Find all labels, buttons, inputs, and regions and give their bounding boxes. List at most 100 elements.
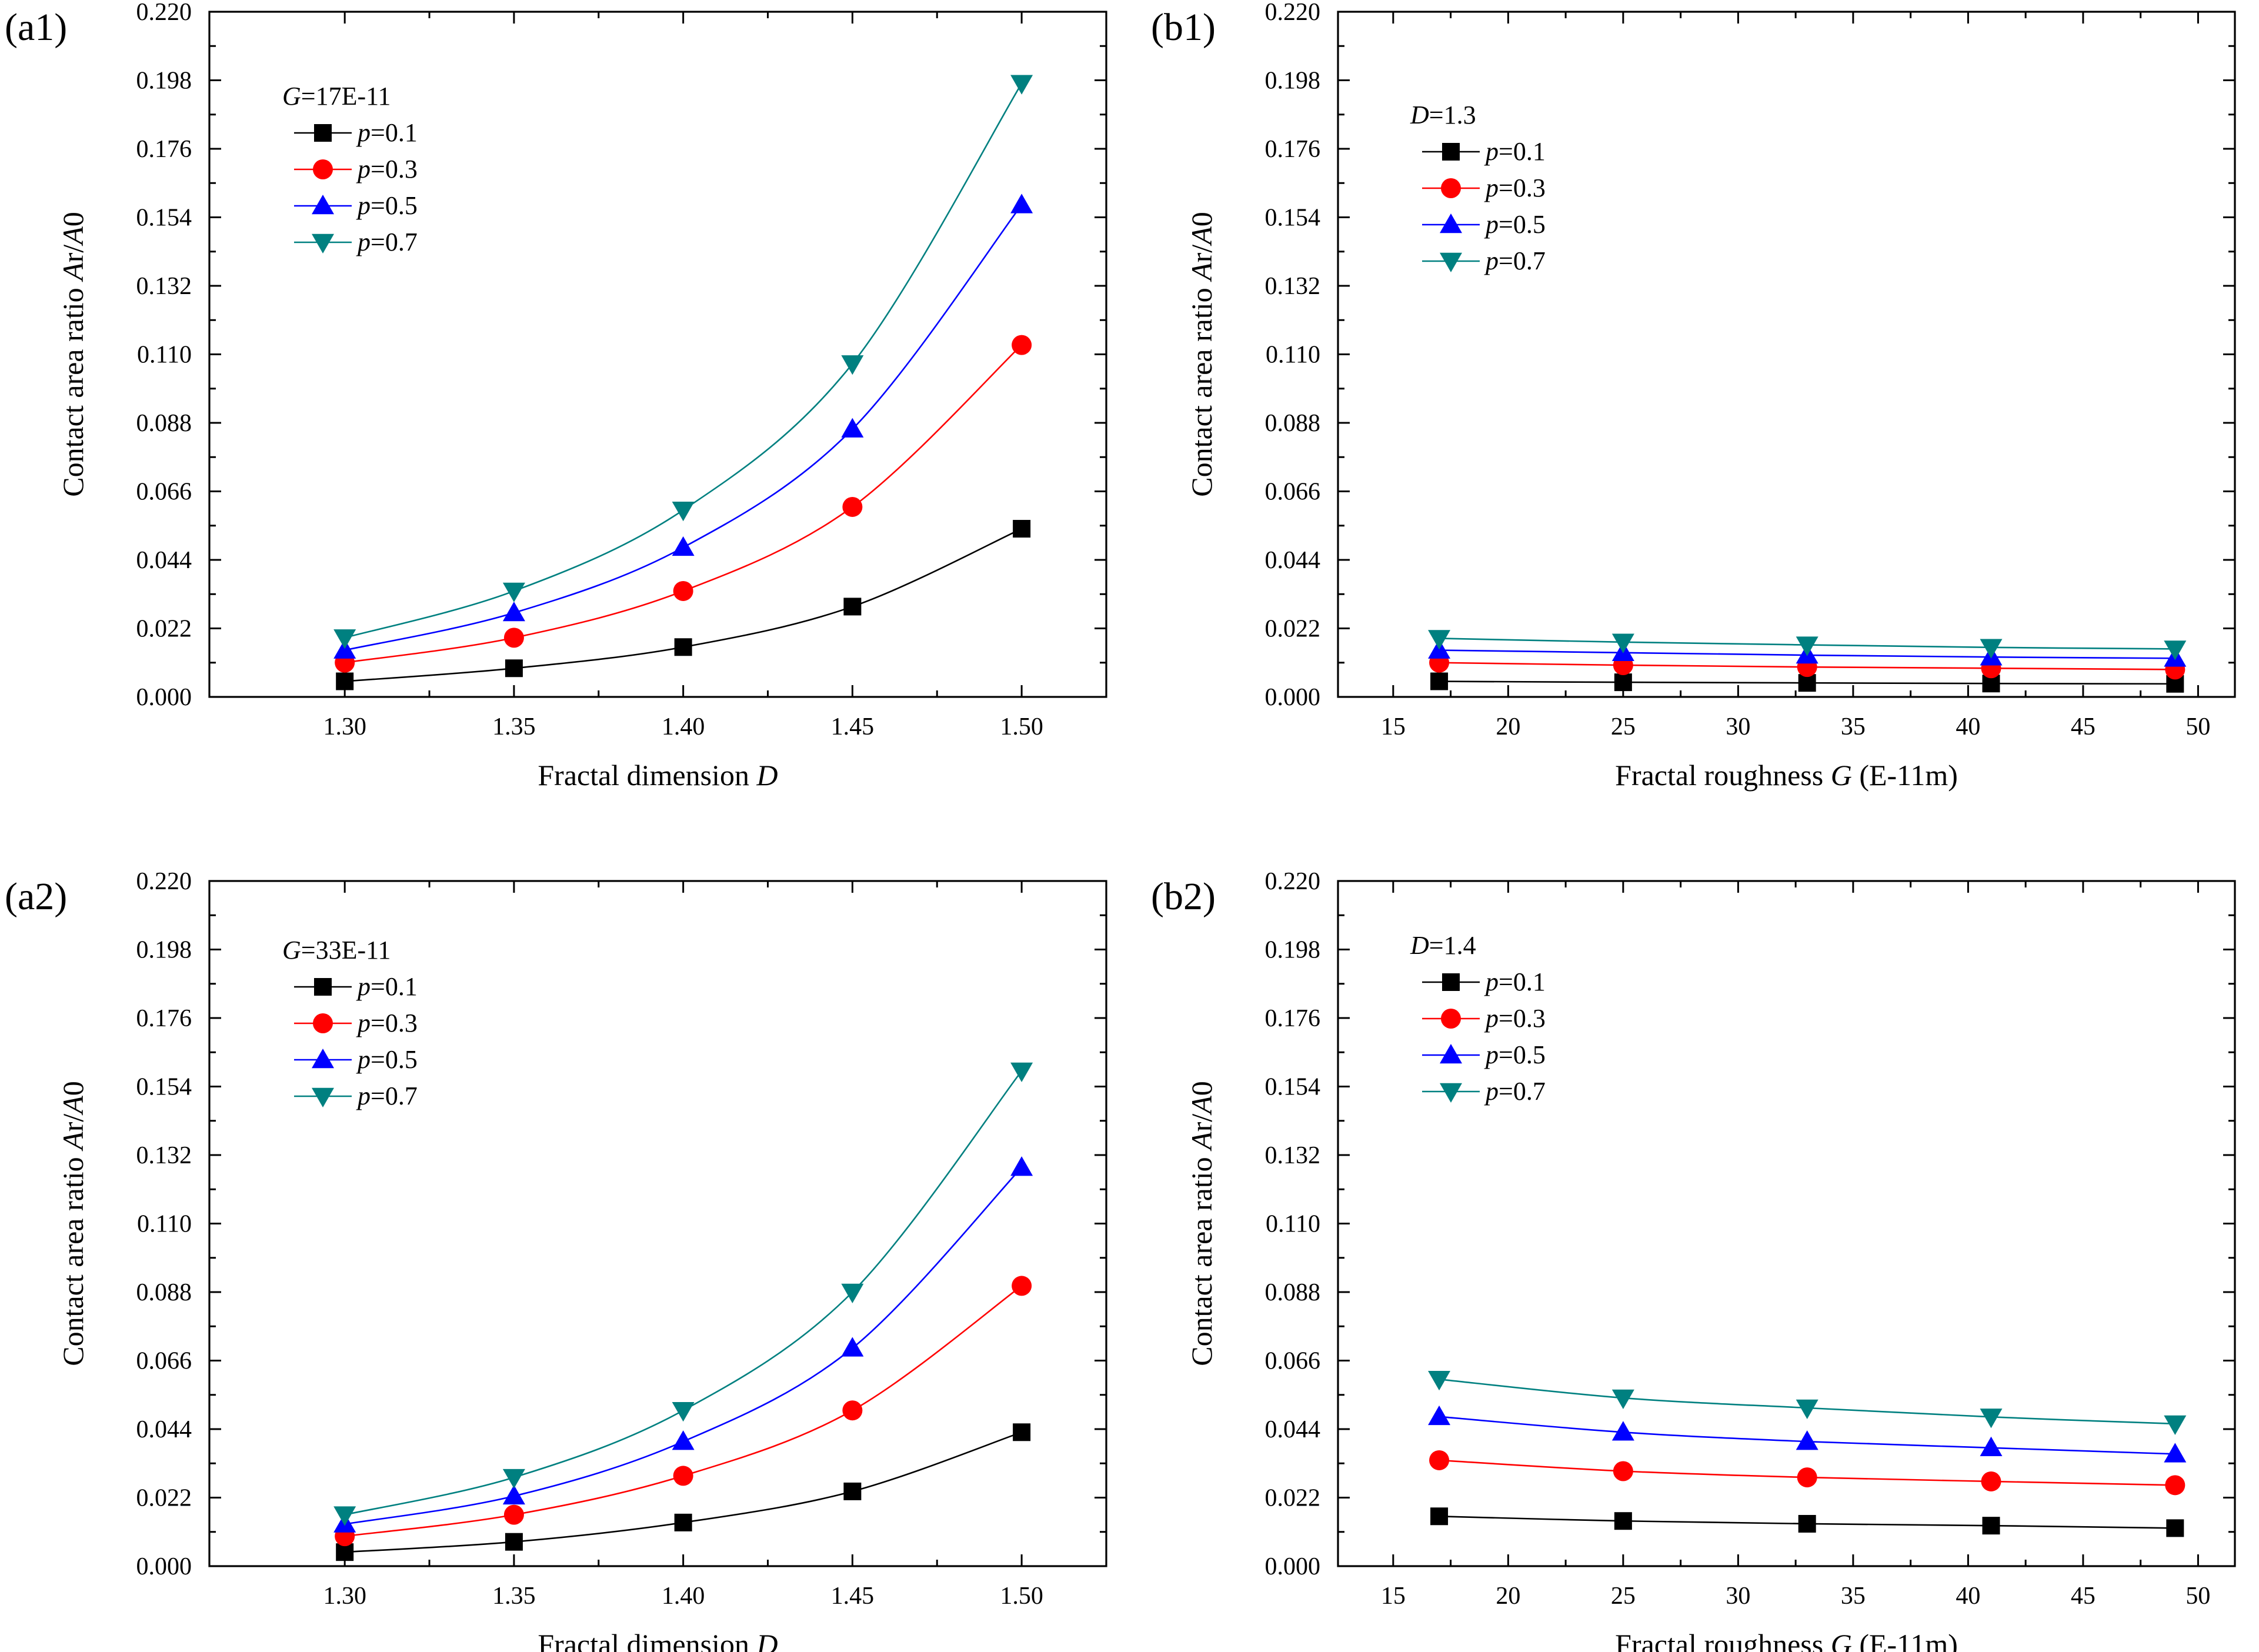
legend-item: p=0.5	[294, 191, 418, 220]
y-tick-label: 0.022	[1265, 1485, 1321, 1512]
legend-label-var: p	[1484, 246, 1499, 275]
data-point	[1428, 1405, 1451, 1426]
x-tick-label: 1.30	[323, 713, 366, 740]
data-point	[336, 1543, 354, 1561]
legend-item: p=0.5	[1422, 210, 1546, 239]
data-point	[503, 628, 524, 648]
y-tick-label: 0.088	[136, 410, 192, 437]
y-tick-label: 0.154	[1265, 205, 1321, 232]
data-point	[1611, 1421, 1634, 1441]
legend-label-value: =0.7	[371, 1082, 418, 1110]
legend-label: p=0.1	[1484, 137, 1546, 166]
y-tick-label: 0.000	[1265, 684, 1321, 711]
legend-swatch-marker	[314, 978, 332, 996]
x-axis-title-var: G	[1831, 759, 1852, 792]
data-point	[1796, 1399, 1818, 1419]
data-point	[1013, 520, 1031, 538]
x-tick-label: 30	[1726, 1583, 1750, 1610]
legend-swatch-marker	[312, 195, 334, 215]
legend-swatch-marker	[1441, 178, 1461, 198]
x-tick-label: 45	[2071, 713, 2096, 740]
y-axis-title-a0-sub: 0	[56, 1081, 89, 1096]
panel-b1: (b1) 0.000 0.022 0.044 0.066 0.088 0.110 0.132 0…	[1151, 0, 2236, 792]
legend-swatch-marker	[1440, 213, 1462, 233]
legend-label-value: =0.3	[1499, 173, 1546, 202]
legend-item: p=0.1	[1422, 137, 1546, 166]
legend-label-value: =0.1	[1499, 967, 1546, 996]
legend-label-var: p	[1484, 1040, 1499, 1069]
data-point	[1797, 1467, 1817, 1488]
y-tick-label: 0.132	[136, 273, 192, 300]
x-axis-title-unit: (E-11m)	[1852, 1628, 1958, 1652]
y-axis-title-ar-sub: r	[56, 252, 89, 262]
legend-label-var: p	[356, 1045, 371, 1074]
legend-label: p=0.7	[1484, 246, 1546, 275]
data-point	[333, 1506, 356, 1526]
y-tick-label: 0.198	[136, 937, 192, 964]
y-tick-label: 0.198	[136, 68, 192, 95]
series-p07	[333, 1062, 1033, 1526]
legend-label: p=0.5	[356, 191, 418, 220]
data-point	[1013, 1423, 1031, 1441]
series-p01	[336, 520, 1031, 690]
data-point	[1980, 639, 2003, 659]
y-axis-title-text: Contact area ratio	[1185, 281, 1218, 497]
data-point	[1981, 1471, 2001, 1491]
series-p07	[1428, 1371, 2187, 1435]
x-axis-title-unit: (E-11m)	[1852, 759, 1958, 792]
legend-item: p=0.3	[1422, 1004, 1546, 1033]
legend-title-var: G	[282, 82, 301, 111]
legend-label: p=0.5	[1484, 210, 1546, 239]
x-tick-label: 1.40	[662, 713, 705, 740]
panel-label: (b1)	[1151, 6, 1216, 49]
y-axis-title: Contact area ratio Ar/A0	[56, 1081, 89, 1366]
y-axis-title: Contact area ratio Ar/A0	[56, 212, 89, 497]
y-tick-label: 0.176	[1265, 1005, 1321, 1032]
legend-label-var: p	[356, 228, 371, 256]
data-point	[503, 1504, 524, 1525]
legend-label: p=0.5	[356, 1045, 418, 1074]
panel-label: (a2)	[5, 875, 67, 918]
legend-item: p=0.7	[294, 1082, 418, 1110]
data-point	[1010, 75, 1033, 95]
legend-label-value: =0.7	[1499, 246, 1546, 275]
legend-label-var: p	[1484, 173, 1499, 202]
legend-item: p=0.7	[1422, 246, 1546, 275]
legend-swatch-marker	[1440, 1083, 1462, 1103]
x-tick-label: 1.40	[662, 1583, 705, 1610]
data-point	[842, 1400, 863, 1421]
legend-title-var: G	[282, 936, 301, 964]
y-tick-label: 0.220	[136, 868, 192, 895]
y-tick-label: 0.154	[1265, 1074, 1321, 1101]
y-axis-title-ar: A	[56, 1132, 89, 1152]
legend-swatch-marker	[313, 159, 333, 179]
y-axis-title-text: Contact area ratio	[1185, 1150, 1218, 1366]
y-axis-title-a0: A	[1185, 226, 1218, 246]
x-tick-label: 1.50	[1000, 1583, 1043, 1610]
data-point	[1010, 1062, 1033, 1083]
y-tick-label: 0.066	[136, 1348, 192, 1375]
legend-label-value: =0.1	[371, 118, 418, 147]
x-axis-title-text: Fractal roughness	[1615, 759, 1831, 792]
legend-label-value: =0.3	[371, 155, 418, 183]
y-axis-title-ar: A	[1185, 262, 1218, 282]
x-tick-label: 45	[2071, 1583, 2096, 1610]
data-point	[2166, 1519, 2184, 1537]
y-tick-label: 0.198	[1265, 68, 1321, 95]
legend-item: p=0.1	[294, 972, 418, 1001]
data-point	[1430, 1507, 1449, 1526]
legend-swatch-marker	[313, 1013, 333, 1033]
y-tick-label: 0.000	[136, 684, 192, 711]
x-axis-title: Fractal dimension D	[538, 1628, 778, 1652]
legend-label-var: p	[356, 972, 371, 1001]
legend-label-var: p	[356, 1009, 371, 1037]
y-axis-title-slash: /	[56, 245, 89, 253]
legend-label-var: p	[356, 191, 371, 220]
data-point	[1012, 1276, 1032, 1296]
series-p07	[1428, 630, 2187, 660]
series-line	[344, 83, 1023, 639]
series-p05	[333, 193, 1033, 659]
x-tick-label: 25	[1611, 1583, 1636, 1610]
x-axis-title: Fractal roughness G (E-11m)	[1615, 1628, 1958, 1652]
y-tick-label: 0.022	[1265, 616, 1321, 643]
